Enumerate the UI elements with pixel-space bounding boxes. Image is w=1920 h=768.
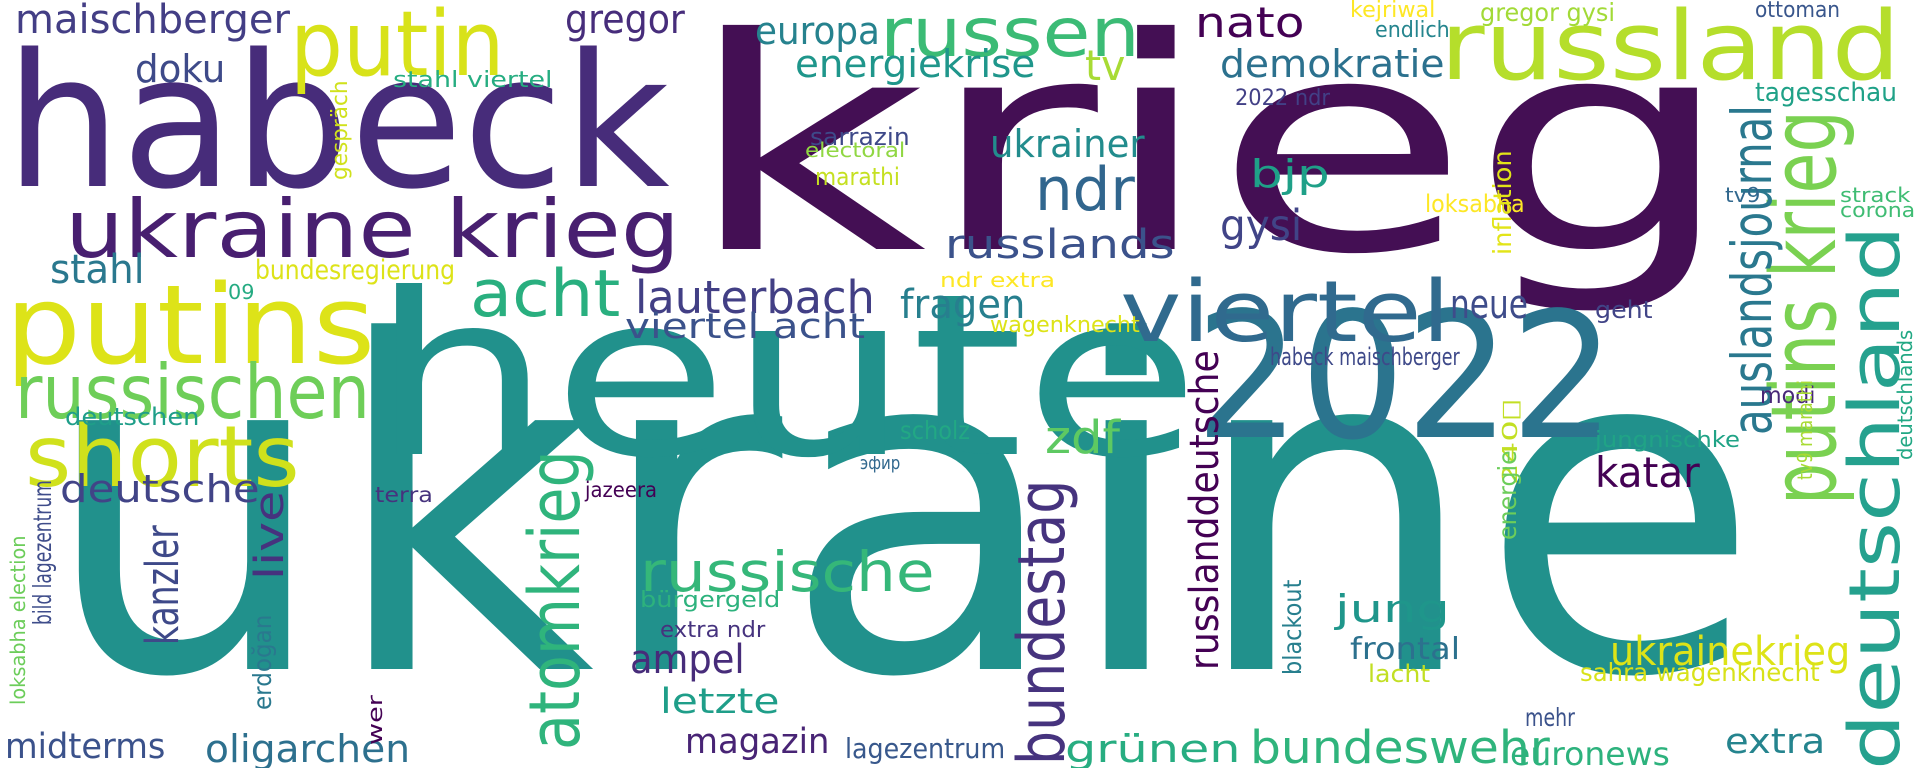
word-blackout: blackout — [1278, 579, 1307, 675]
word-ukrainekrieg: ukrainekrieg — [1610, 629, 1851, 675]
word-ukrainer: ukrainer — [990, 122, 1145, 166]
word-tv9: tv9 — [1725, 183, 1761, 207]
word-deutschlands: deutschlands — [1893, 329, 1917, 460]
word-viertel-acht: viertel acht — [625, 307, 866, 347]
word-ampel: ampel — [630, 637, 745, 683]
word-russische: russische — [640, 540, 935, 604]
word-maischberger: maischberger — [15, 0, 290, 43]
word-jungnischke: jungnischke — [1595, 428, 1741, 453]
word-fragen: fragen — [900, 282, 1026, 328]
word-nato: nato — [1195, 0, 1305, 47]
word-putins: putins — [5, 261, 376, 389]
word-jazeera: jazeera — [585, 478, 658, 502]
word-letzte: letzte — [660, 682, 780, 722]
word-loksabha: loksabha — [1425, 190, 1525, 218]
word-habeck-maischberger: habeck maischberger — [1270, 343, 1460, 371]
word-gespra-ch: gespräch — [328, 80, 353, 180]
word-terra: terra — [375, 483, 433, 507]
word-bu-rgergeld: bürgergeld — [640, 588, 781, 613]
word-symbol: эфир — [860, 453, 901, 474]
word-habeck: habeck — [5, 14, 670, 230]
word-putin: putin — [290, 0, 505, 97]
word-tv: tv — [1085, 41, 1126, 90]
word-euronews: euronews — [1510, 735, 1670, 768]
word-sahra-wagenknecht: sahra wagenknecht — [1580, 658, 1820, 687]
word-doku: doku — [135, 47, 226, 91]
word-gru-nen: grünen — [1065, 727, 1241, 768]
word-sarrazin: sarrazin — [810, 123, 910, 151]
word-heute: heute — [370, 246, 1201, 508]
word-ukraine: ukraine — [40, 248, 1761, 768]
word-magazin: magazin — [685, 722, 830, 762]
word-modi: modi — [1760, 383, 1816, 409]
word-deutsche: deutsche — [60, 467, 260, 511]
word-mehr: mehr — [1525, 703, 1575, 732]
word-ndr-extra: ndr extra — [940, 268, 1056, 292]
word-oligarchen: oligarchen — [205, 727, 410, 768]
word-marathi: marathi — [815, 163, 900, 191]
word-loksabha-election: loksabha election — [6, 535, 30, 705]
word-zdf: zdf — [1045, 411, 1121, 464]
word-bjp: bjp — [1250, 152, 1330, 196]
word-atomkrieg: atomkrieg — [514, 450, 596, 750]
word-frontal: frontal — [1350, 632, 1461, 667]
word-erdog-an: erdoğan — [248, 614, 277, 710]
word-demokratie: demokratie — [1220, 42, 1445, 86]
word-gregor: gregor — [565, 0, 685, 43]
word-katar: katar — [1595, 448, 1700, 497]
word-2022: 2022 — [1195, 276, 1616, 479]
word-geht: geht — [1595, 296, 1653, 324]
word-russen: russen — [880, 0, 1140, 73]
word-wer: wer — [363, 695, 387, 745]
word-scholz: scholz — [900, 416, 970, 445]
word-extra-ndr: extra ndr — [660, 618, 766, 643]
word-ukraine-krieg: ukraine krieg — [65, 183, 680, 276]
word-russischen: russischen — [15, 348, 370, 436]
word-shorts: shorts — [25, 408, 300, 507]
word-jung: jung — [1335, 587, 1450, 631]
word-09: 09 — [228, 280, 255, 304]
word-acht: acht — [470, 257, 621, 332]
word-2022-ndr: 2022 ndr — [1235, 86, 1330, 111]
word-lagezentrum: lagezentrum — [845, 732, 1006, 765]
word-europa: europa — [755, 9, 880, 53]
word-lauterbach: lauterbach — [635, 271, 875, 324]
word-russlanddeutsche: russlanddeutsche — [1182, 350, 1228, 670]
word-deutschen: deutschen — [65, 403, 200, 431]
word-energie: energie — [1493, 450, 1522, 540]
word-tagesschau: tagesschau — [1755, 78, 1897, 108]
word-strack: strack — [1840, 183, 1911, 207]
word-live: live — [247, 490, 293, 580]
word-bundestag: bundestag — [1005, 479, 1080, 765]
word-stahl: stahl — [50, 247, 145, 293]
word-lacht: lacht — [1368, 660, 1431, 688]
word-extra: extra — [1725, 722, 1826, 762]
word-neue: neue — [1450, 282, 1528, 328]
word-bild-lagezentrum: bild lagezentrum — [28, 480, 57, 625]
word-wagenknecht: wagenknecht — [990, 313, 1140, 338]
word-gysi: gysi — [1220, 201, 1303, 251]
word-kejriwal: kejriwal — [1350, 0, 1436, 23]
word-tv9-marathi: tv9 marathi — [1793, 379, 1817, 480]
word-inflation: inflation — [1488, 150, 1517, 255]
word-electoral: electoral — [805, 138, 906, 162]
word-ottoman: ottoman — [1755, 0, 1841, 23]
word-russlands: russlands — [945, 222, 1175, 268]
word-bundesregierung: bundesregierung — [255, 255, 456, 286]
word-krieg: krieg — [685, 0, 1735, 319]
word-midterms: midterms — [5, 727, 166, 767]
word-corona: corona — [1840, 198, 1916, 222]
word-stahl-viertel: stahl viertel — [393, 68, 553, 93]
word-kanzler: kanzler — [136, 525, 189, 645]
word-ndr: ndr — [1035, 155, 1135, 225]
word-energiekrise: energiekrise — [795, 42, 1036, 86]
word-endlich: endlich — [1375, 18, 1450, 43]
word-russland: russland — [1440, 0, 1901, 102]
word-bundeswehr: bundeswehr — [1250, 721, 1550, 768]
word-viertel: viertel — [1120, 263, 1451, 362]
word-gregor-gysi: gregor gysi — [1480, 0, 1616, 27]
